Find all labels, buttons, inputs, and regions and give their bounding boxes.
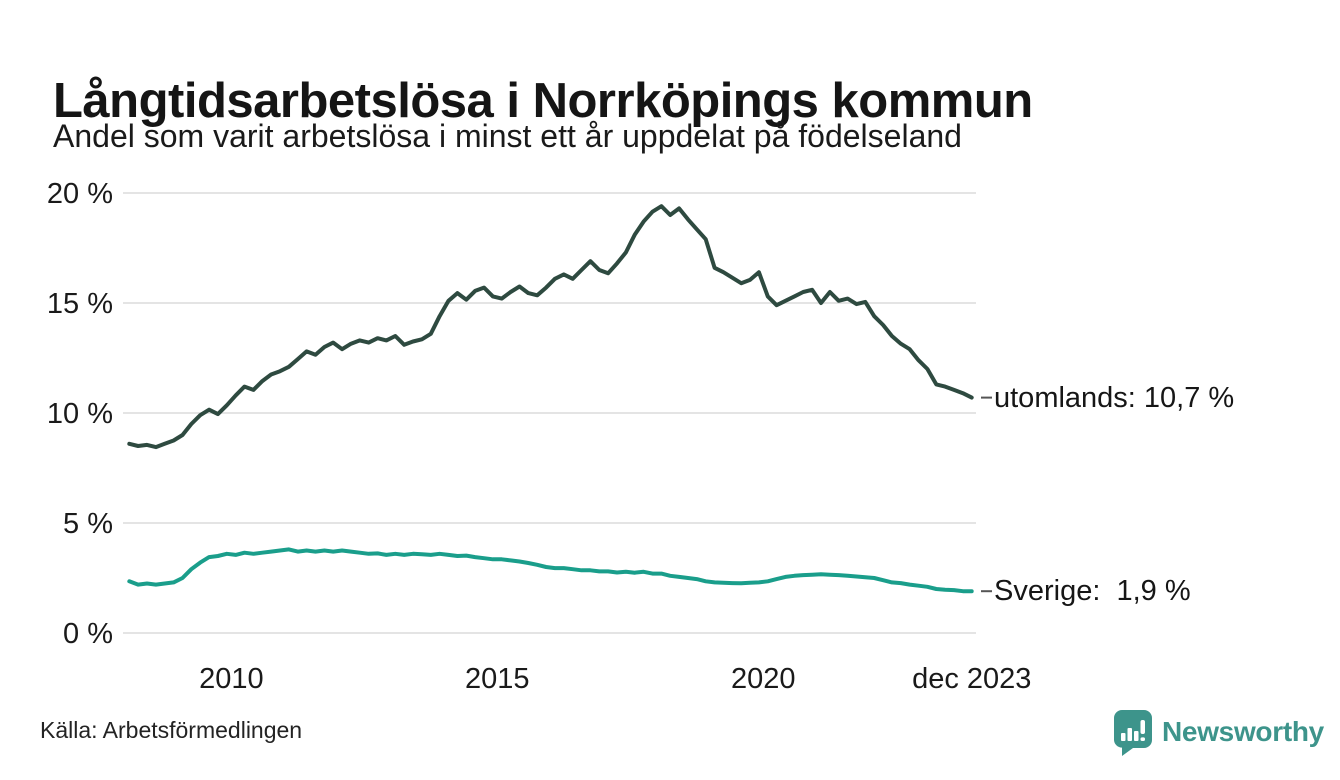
y-tick-label: 10 % <box>47 398 113 430</box>
y-tick-label: 5 % <box>63 508 113 540</box>
newsworthy-wordmark: Newsworthy <box>1162 716 1324 747</box>
source-note: Källa: Arbetsförmedlingen <box>40 717 303 743</box>
newsworthy-bubble-chart-icon <box>1114 709 1152 756</box>
y-tick-label: 0 % <box>63 618 113 650</box>
y-axis-labels: 20 % 15 % 10 % 5 % 0 % <box>47 178 113 650</box>
x-tick-label: 2010 <box>199 663 264 695</box>
x-tick-label: dec 2023 <box>912 663 1031 695</box>
series-line-Sverige <box>127 547 974 594</box>
series-label-utomlands: utomlands: 10,7 % <box>994 381 1235 414</box>
x-tick-label: 2020 <box>731 663 796 695</box>
y-tick-label: 20 % <box>47 178 113 210</box>
newsworthy-logo: Newsworthy <box>1113 709 1324 756</box>
series-line-utomlands <box>127 204 974 450</box>
series-lines <box>127 204 974 594</box>
gridlines <box>123 192 976 634</box>
y-tick-label: 15 % <box>47 288 113 320</box>
series-label-sverige: Sverige: 1,9 % <box>994 575 1191 608</box>
x-axis-labels: 2010 2015 2020 dec 2023 <box>199 663 1031 695</box>
chart-title: Långtidsarbetslösa i Norrköpings kommun <box>53 73 1033 128</box>
series-end-ticks <box>981 396 992 593</box>
x-tick-label: 2015 <box>465 663 530 695</box>
chart-subtitle: Andel som varit arbetslösa i minst ett å… <box>53 118 962 154</box>
